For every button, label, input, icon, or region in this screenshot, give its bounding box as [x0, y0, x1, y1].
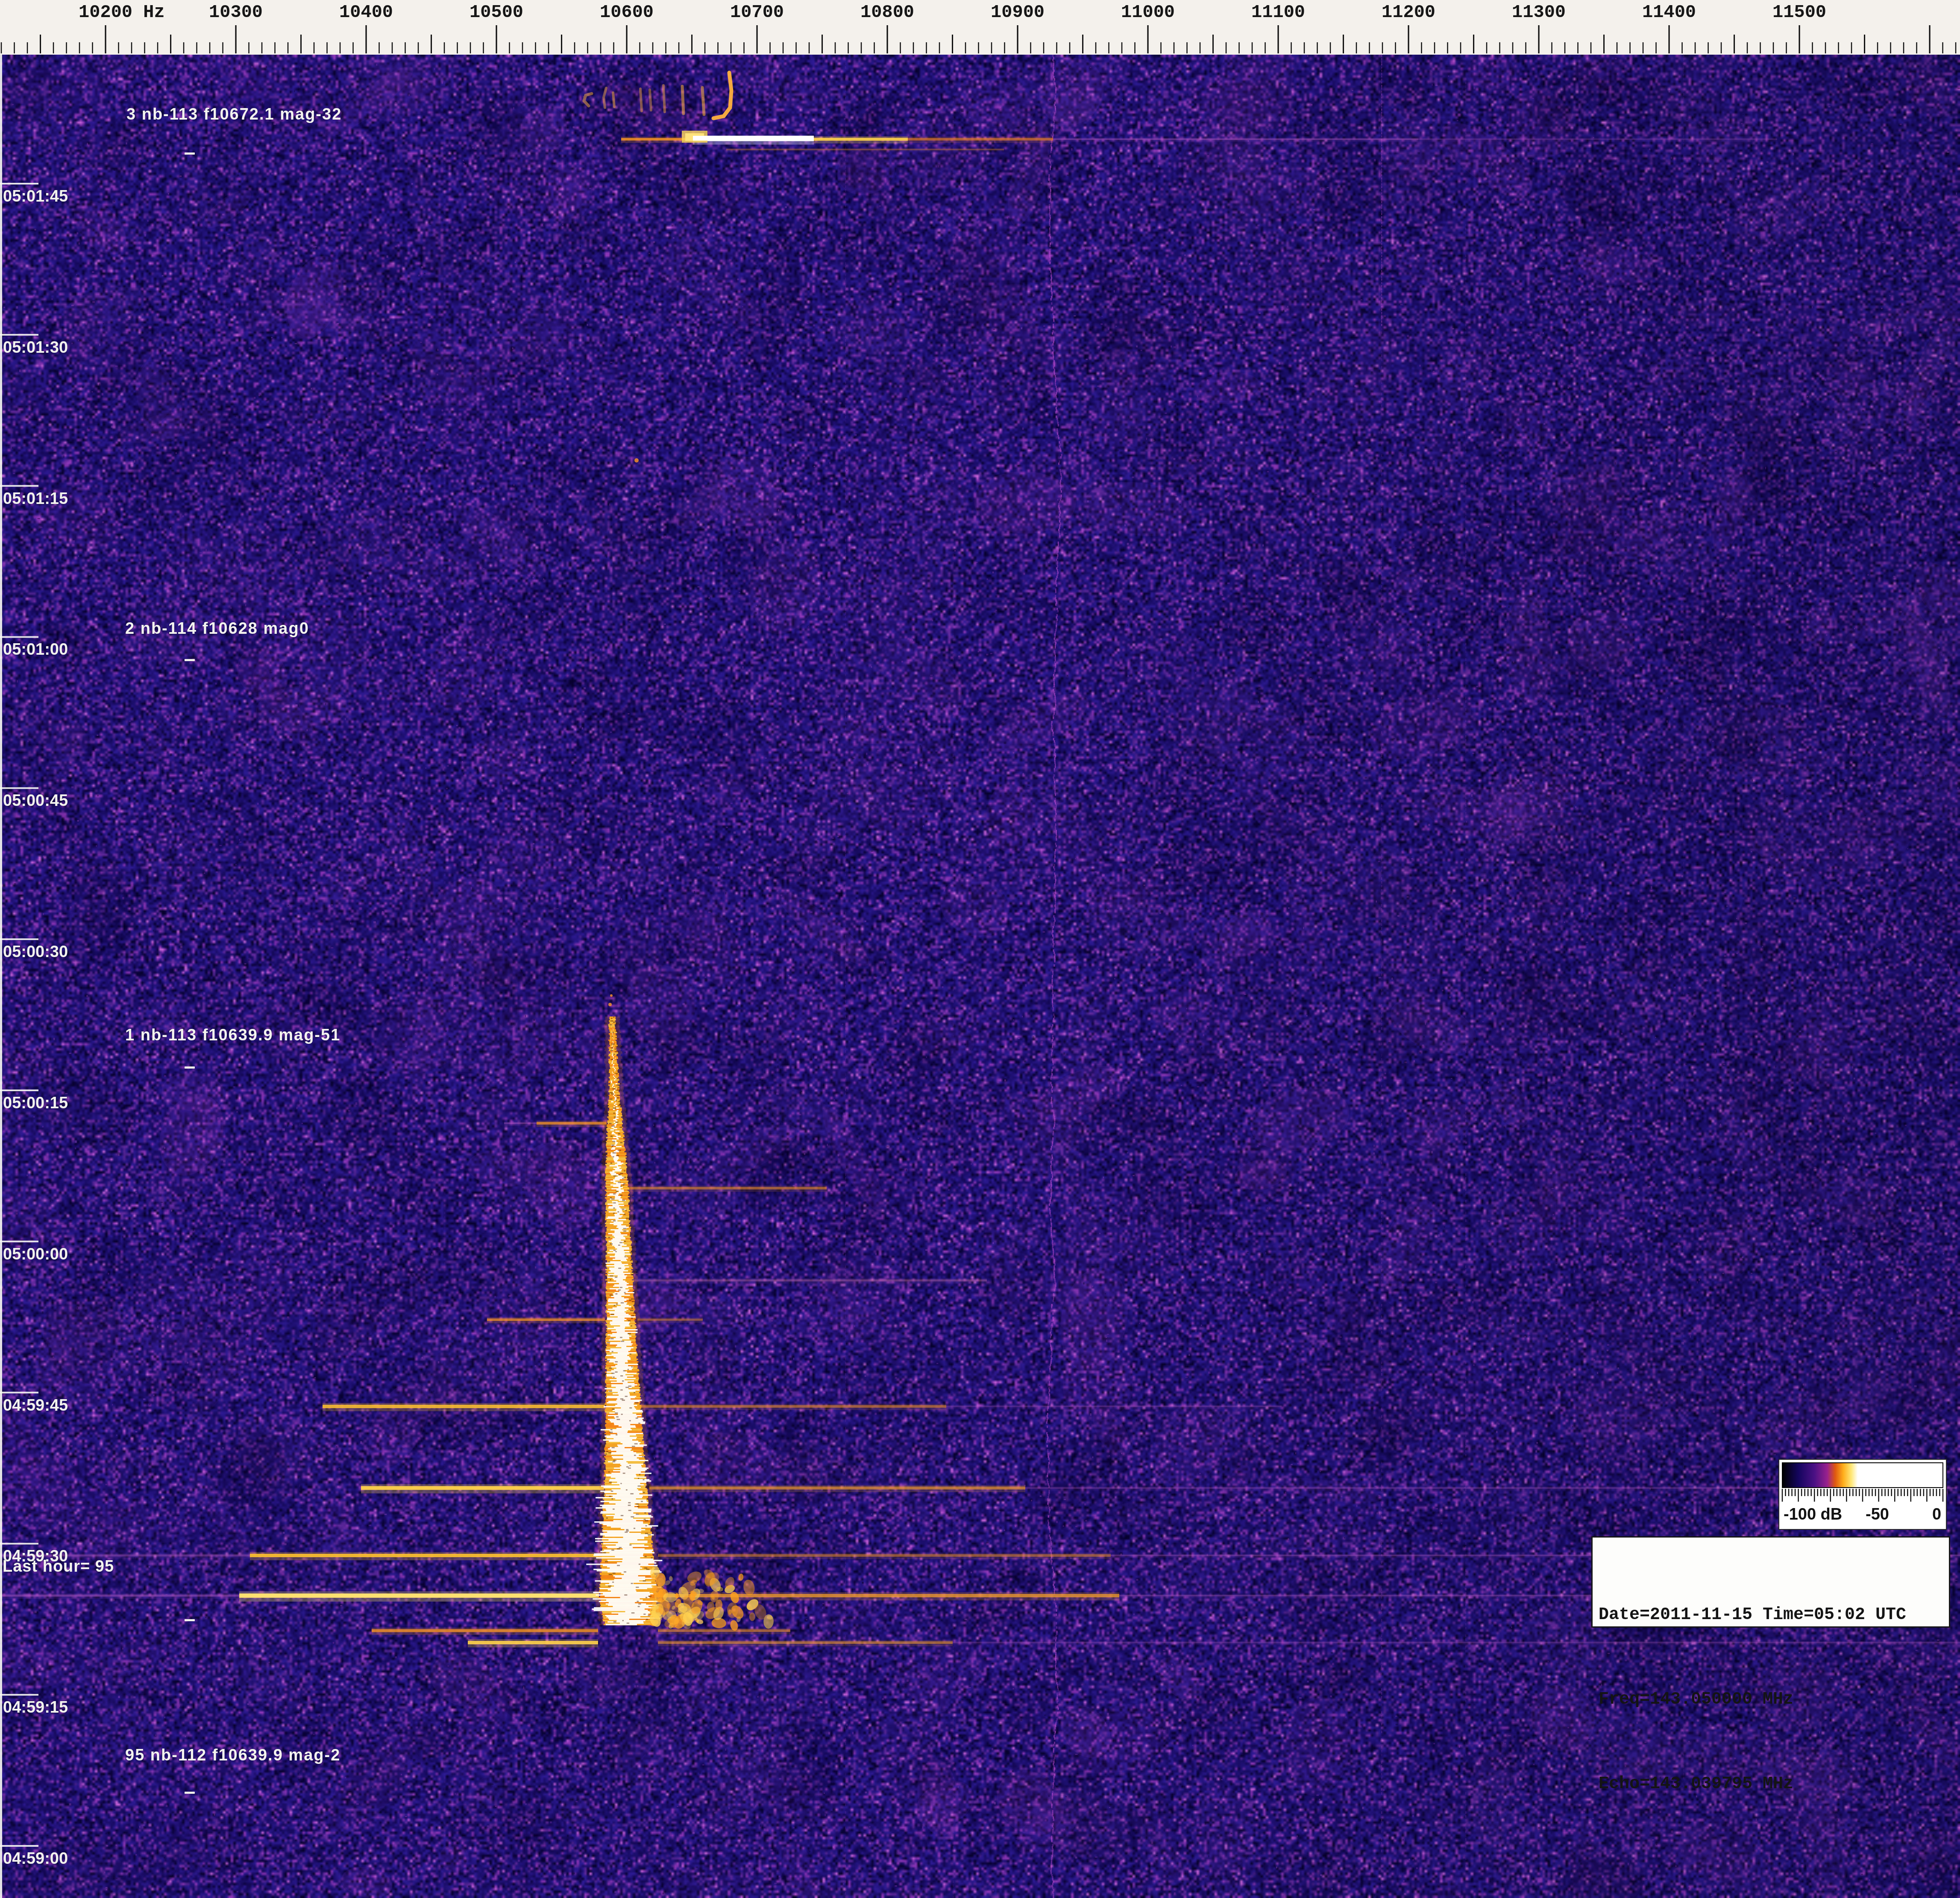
event-dash-marker: [185, 1066, 195, 1069]
observation-info-box: Date=2011-11-15 Time=05:02 UTC Freq=143.…: [1591, 1536, 1950, 1628]
event-dash-marker: [185, 1792, 195, 1794]
legend-max-label: 0: [1932, 1505, 1941, 1523]
event-dash-marker: [185, 152, 195, 155]
last-hour-count-label: Last hour= 95: [3, 1557, 114, 1576]
info-echo-frequency: Echo=143.039795 MHz: [1599, 1770, 1943, 1798]
info-date-time: Date=2011-11-15 Time=05:02 UTC: [1599, 1601, 1943, 1629]
legend-mid-label: -50: [1866, 1505, 1889, 1523]
event-dash-marker: [185, 1619, 195, 1621]
info-frequency: Freq=143.050000 MHz: [1599, 1685, 1943, 1713]
spectrogram-screen: 10200 Hz10300104001050010600107001080010…: [0, 0, 1960, 1898]
event-dash-marker: [185, 659, 195, 661]
legend-min-label: -100 dB: [1784, 1505, 1842, 1523]
